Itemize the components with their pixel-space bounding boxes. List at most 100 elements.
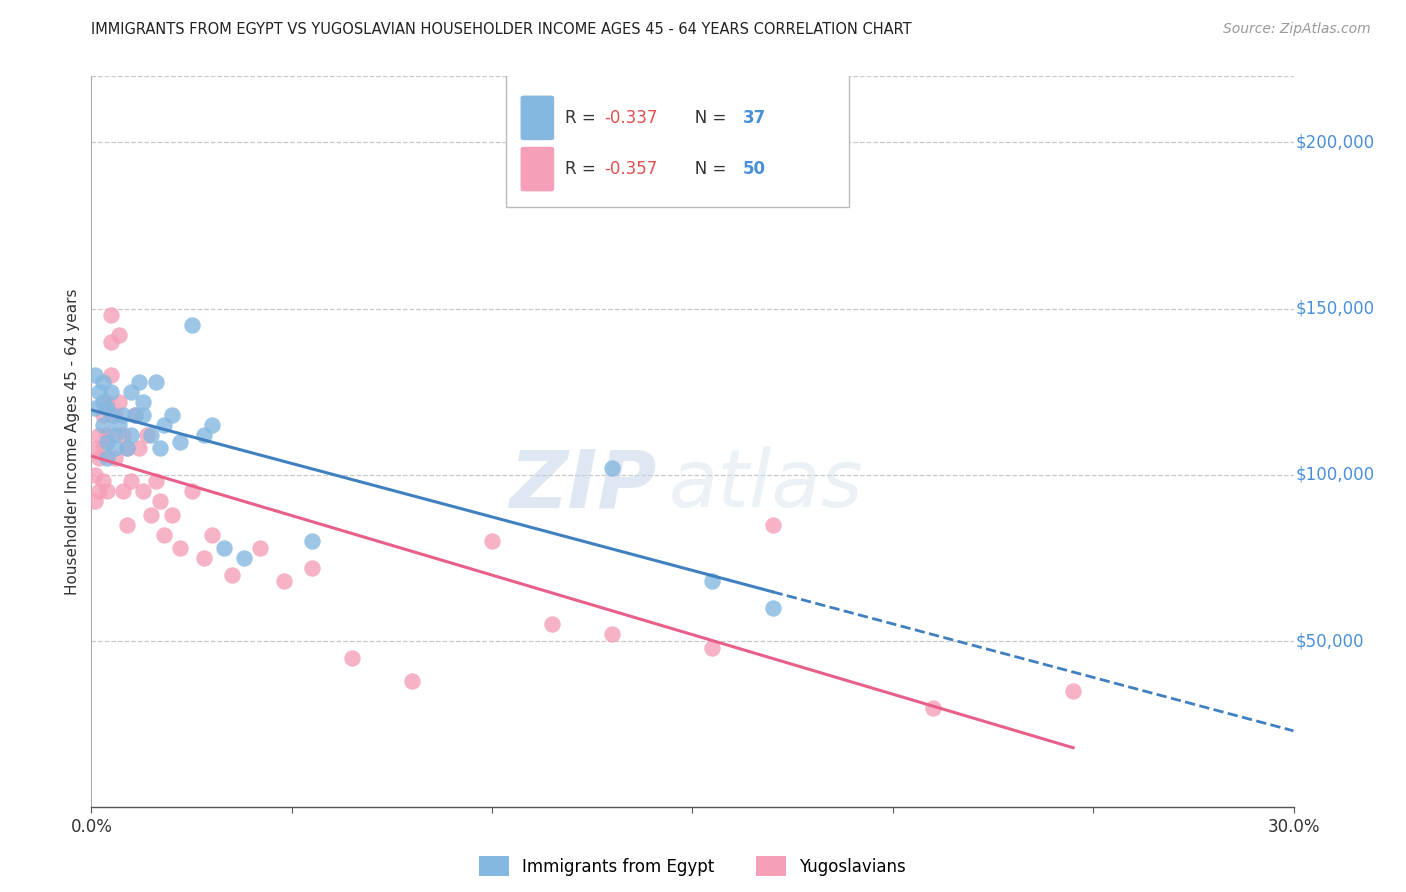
Point <box>124 408 146 422</box>
Point <box>702 574 724 589</box>
Point <box>84 441 107 455</box>
Point <box>762 517 785 532</box>
Point <box>100 334 122 349</box>
Point <box>100 308 122 322</box>
Point <box>128 375 150 389</box>
Y-axis label: Householder Income Ages 45 - 64 years: Householder Income Ages 45 - 64 years <box>65 288 80 595</box>
Point <box>121 475 143 489</box>
Point <box>93 394 115 409</box>
Point <box>121 428 143 442</box>
Point <box>152 527 174 541</box>
Point <box>148 494 170 508</box>
Point <box>141 428 163 442</box>
Point <box>193 428 215 442</box>
Point <box>104 428 127 442</box>
Point <box>148 441 170 455</box>
Point <box>96 451 118 466</box>
Point <box>169 541 191 555</box>
Point <box>232 550 254 565</box>
Point <box>541 617 564 632</box>
Point <box>152 417 174 432</box>
Text: $200,000: $200,000 <box>1296 133 1375 152</box>
Point <box>84 368 107 382</box>
Point <box>96 434 118 449</box>
Point <box>96 401 118 416</box>
Point <box>93 408 115 422</box>
Point <box>96 484 118 499</box>
Point <box>104 408 127 422</box>
Text: R =: R = <box>565 160 600 178</box>
Point <box>117 441 139 455</box>
Point <box>201 417 224 432</box>
Point <box>301 534 323 549</box>
Point <box>136 428 159 442</box>
Point <box>89 451 111 466</box>
Point <box>84 401 107 416</box>
Point <box>201 527 224 541</box>
Point <box>124 408 146 422</box>
Text: ZIP: ZIP <box>509 446 657 524</box>
Point <box>1062 684 1084 698</box>
Point <box>112 484 135 499</box>
Text: 50: 50 <box>742 160 766 178</box>
Point <box>301 561 323 575</box>
Point <box>93 475 115 489</box>
Legend: Immigrants from Egypt, Yugoslavians: Immigrants from Egypt, Yugoslavians <box>472 849 912 883</box>
Text: $150,000: $150,000 <box>1296 300 1375 318</box>
Text: 37: 37 <box>742 109 766 127</box>
Point <box>602 461 624 475</box>
FancyBboxPatch shape <box>506 65 849 208</box>
Point <box>602 627 624 641</box>
Point <box>401 673 423 688</box>
Text: $100,000: $100,000 <box>1296 466 1375 483</box>
Point <box>221 567 243 582</box>
Point <box>100 408 122 422</box>
Point <box>89 428 111 442</box>
Point <box>117 441 139 455</box>
Text: -0.337: -0.337 <box>605 109 658 127</box>
Text: N =: N = <box>679 160 733 178</box>
Text: $50,000: $50,000 <box>1296 632 1364 650</box>
FancyBboxPatch shape <box>520 95 554 140</box>
Point <box>762 600 785 615</box>
Point <box>93 375 115 389</box>
Point <box>112 408 135 422</box>
Text: IMMIGRANTS FROM EGYPT VS YUGOSLAVIAN HOUSEHOLDER INCOME AGES 45 - 64 YEARS CORRE: IMMIGRANTS FROM EGYPT VS YUGOSLAVIAN HOU… <box>91 22 912 37</box>
Point <box>108 328 131 343</box>
Point <box>132 408 155 422</box>
Text: R =: R = <box>565 109 600 127</box>
Point <box>84 467 107 482</box>
FancyBboxPatch shape <box>520 147 554 192</box>
Point <box>89 384 111 399</box>
Text: N =: N = <box>679 109 733 127</box>
Point <box>104 441 127 455</box>
Point <box>145 475 167 489</box>
Point <box>108 417 131 432</box>
Point <box>273 574 295 589</box>
Text: Source: ZipAtlas.com: Source: ZipAtlas.com <box>1223 22 1371 37</box>
Point <box>117 517 139 532</box>
Point <box>249 541 271 555</box>
Text: -0.357: -0.357 <box>605 160 658 178</box>
Point <box>180 318 202 333</box>
Point <box>922 700 945 714</box>
Point <box>121 384 143 399</box>
Point <box>212 541 235 555</box>
Point <box>108 394 131 409</box>
Point <box>141 508 163 522</box>
Point <box>180 484 202 499</box>
Point <box>169 434 191 449</box>
Point <box>193 550 215 565</box>
Point <box>145 375 167 389</box>
Point <box>100 384 122 399</box>
Point <box>160 508 183 522</box>
Point <box>128 441 150 455</box>
Point <box>702 640 724 655</box>
Point <box>104 451 127 466</box>
Point <box>100 368 122 382</box>
Point <box>112 428 135 442</box>
Point <box>132 484 155 499</box>
Point <box>96 394 118 409</box>
Point <box>340 650 363 665</box>
Point <box>93 417 115 432</box>
